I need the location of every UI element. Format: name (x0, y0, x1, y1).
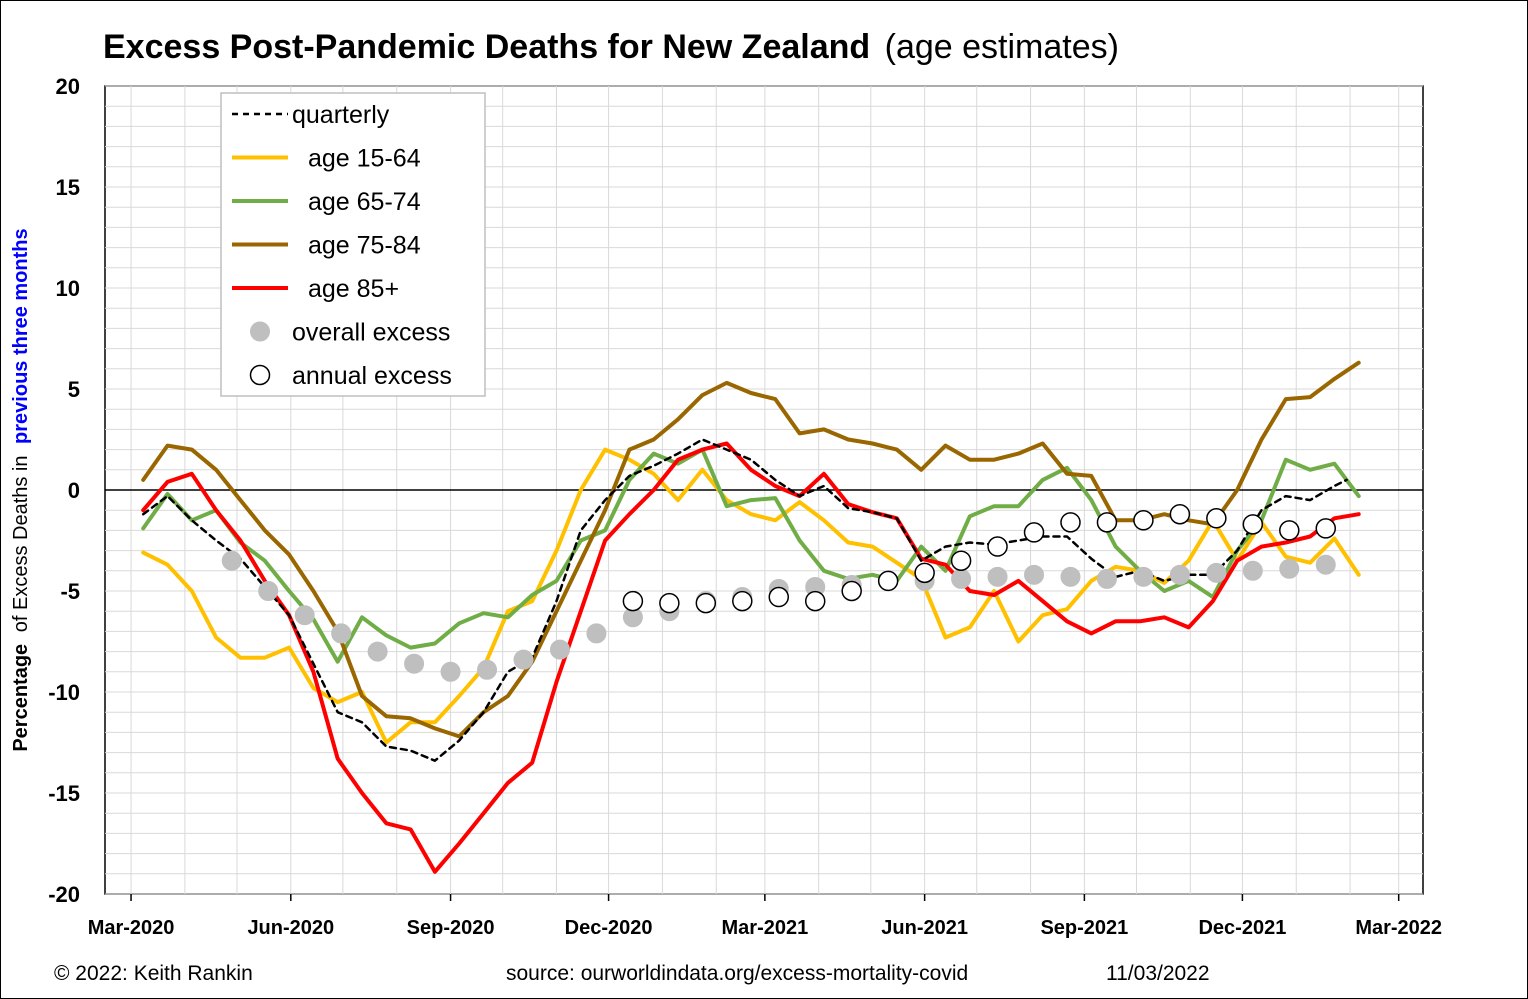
y-axis-ticks: 20 15 10 5 0 -5 -10 -15 -20 (48, 74, 80, 907)
x-axis-ticks: Mar-2020 Jun-2020 Sep-2020 Dec-2020 Mar-2021… (88, 894, 1442, 939)
legend-label-age-75-84: age 75-84 (308, 232, 421, 260)
series-line-age-85- (141, 441, 1361, 874)
overall-excess-marker (1133, 566, 1154, 587)
legend-label-annual-excess: annual excess (292, 362, 452, 390)
annual-excess-marker (659, 592, 680, 614)
overall-excess-marker (1096, 568, 1117, 589)
annual-excess-marker (695, 592, 717, 614)
y-tick-label: -20 (48, 882, 80, 907)
annual-excess-marker (1060, 512, 1081, 533)
annual-excess-marker (877, 570, 899, 592)
annual-excess-marker (841, 580, 862, 602)
x-tick-label: Mar-2022 (1355, 917, 1442, 939)
annual-excess-marker (732, 590, 753, 612)
y-label-part-1: Percentage (10, 644, 32, 752)
y-tick-label: 10 (56, 276, 80, 301)
annual-excess-marker (1315, 518, 1337, 539)
overall-excess-marker (1315, 554, 1336, 575)
y-axis-label: Percentage of Excess Deaths in previous … (10, 228, 32, 751)
x-tick-label: Mar-2020 (88, 917, 175, 939)
overall-excess-marker (1169, 564, 1190, 585)
x-tick-label: Sep-2020 (407, 917, 495, 939)
overall-excess-marker (331, 623, 352, 644)
overall-excess-marker (440, 661, 461, 682)
overall-excess-marker (1206, 562, 1227, 583)
overall-excess-marker (1024, 564, 1045, 585)
x-tick-label: Jun-2021 (881, 917, 968, 939)
x-tick-label: Dec-2020 (565, 917, 653, 939)
annual-excess-marker (804, 590, 826, 612)
legend-label-age-15-64: age 15-64 (308, 145, 421, 173)
annual-excess-marker (987, 536, 1008, 557)
overall-excess-marker (294, 605, 315, 626)
annual-excess-marker (1206, 508, 1227, 529)
y-tick-label: 15 (56, 175, 80, 200)
overall-excess-marker (513, 649, 534, 670)
overall-excess-marker (1279, 558, 1300, 579)
footer-copyright: © 2022: Keith Rankin (54, 962, 253, 985)
overall-excess-marker (987, 566, 1008, 587)
overall-excess-marker (951, 568, 972, 589)
series-line-age-75-84 (141, 360, 1361, 739)
annual-excess-marker (1169, 503, 1191, 525)
overall-excess-marker (404, 653, 425, 674)
legend-label-age-85-: age 85+ (308, 275, 399, 303)
y-tick-label: 5 (68, 377, 80, 402)
overall-excess-marker (258, 581, 279, 601)
y-tick-label: -15 (48, 781, 80, 806)
overall-excess-marker (367, 641, 388, 662)
x-tick-label: Jun-2020 (247, 917, 334, 939)
annual-excess-marker (768, 586, 790, 608)
y-label-part-2: of Excess Deaths in (10, 456, 32, 633)
chart-title: Excess Post-Pandemic Deaths for New Zeal… (103, 28, 870, 66)
x-tick-label: Sep-2021 (1040, 917, 1128, 939)
legend-label-age-65-74: age 65-74 (308, 188, 421, 216)
overall-excess-marker (477, 659, 498, 680)
annual-excess-marker (1242, 514, 1264, 535)
series-line-quarterly (141, 438, 1348, 762)
annual-excess-marker (914, 562, 935, 584)
legend-swatch-overall-excess (250, 321, 270, 342)
x-tick-label: Dec-2021 (1198, 917, 1286, 939)
annual-excess-marker (1133, 510, 1154, 531)
markers-layer (221, 503, 1337, 682)
x-tick-label: Mar-2021 (722, 917, 809, 939)
legend-label-overall-excess: overall excess (292, 319, 450, 347)
series-line-age-65-74 (141, 447, 1361, 664)
chart-title-line: Excess Post-Pandemic Deaths for New Zeal… (103, 28, 1119, 66)
annual-excess-marker (1096, 512, 1118, 533)
annual-excess-marker (950, 550, 972, 571)
overall-excess-marker (549, 639, 570, 660)
chart-subtitle: (age estimates) (885, 28, 1119, 66)
legend-label-quarterly: quarterly (292, 101, 390, 129)
series-line-age-15-64 (141, 447, 1361, 745)
legend-swatch-annual-excess (249, 364, 271, 386)
legend: quarterly age 15-64 age 65-74 age 75-84 age … (220, 92, 486, 397)
annual-excess-marker (1023, 522, 1045, 543)
y-tick-label: -10 (48, 680, 80, 705)
y-tick-label: 0 (68, 478, 80, 503)
overall-excess-marker (1242, 560, 1263, 581)
overall-excess-marker (221, 550, 242, 571)
footer-source: source: ourworldindata.org/excess-mortal… (506, 962, 968, 985)
y-label-part-3: previous three months (10, 228, 32, 444)
overall-excess-marker (586, 623, 607, 644)
overall-excess-marker (1060, 566, 1081, 587)
series-layer (141, 360, 1361, 874)
annual-excess-marker (622, 590, 644, 612)
annual-excess-marker (1279, 520, 1300, 541)
footer-date: 11/03/2022 (1106, 962, 1210, 985)
y-tick-label: 20 (56, 74, 80, 99)
y-tick-label: -5 (60, 579, 80, 604)
